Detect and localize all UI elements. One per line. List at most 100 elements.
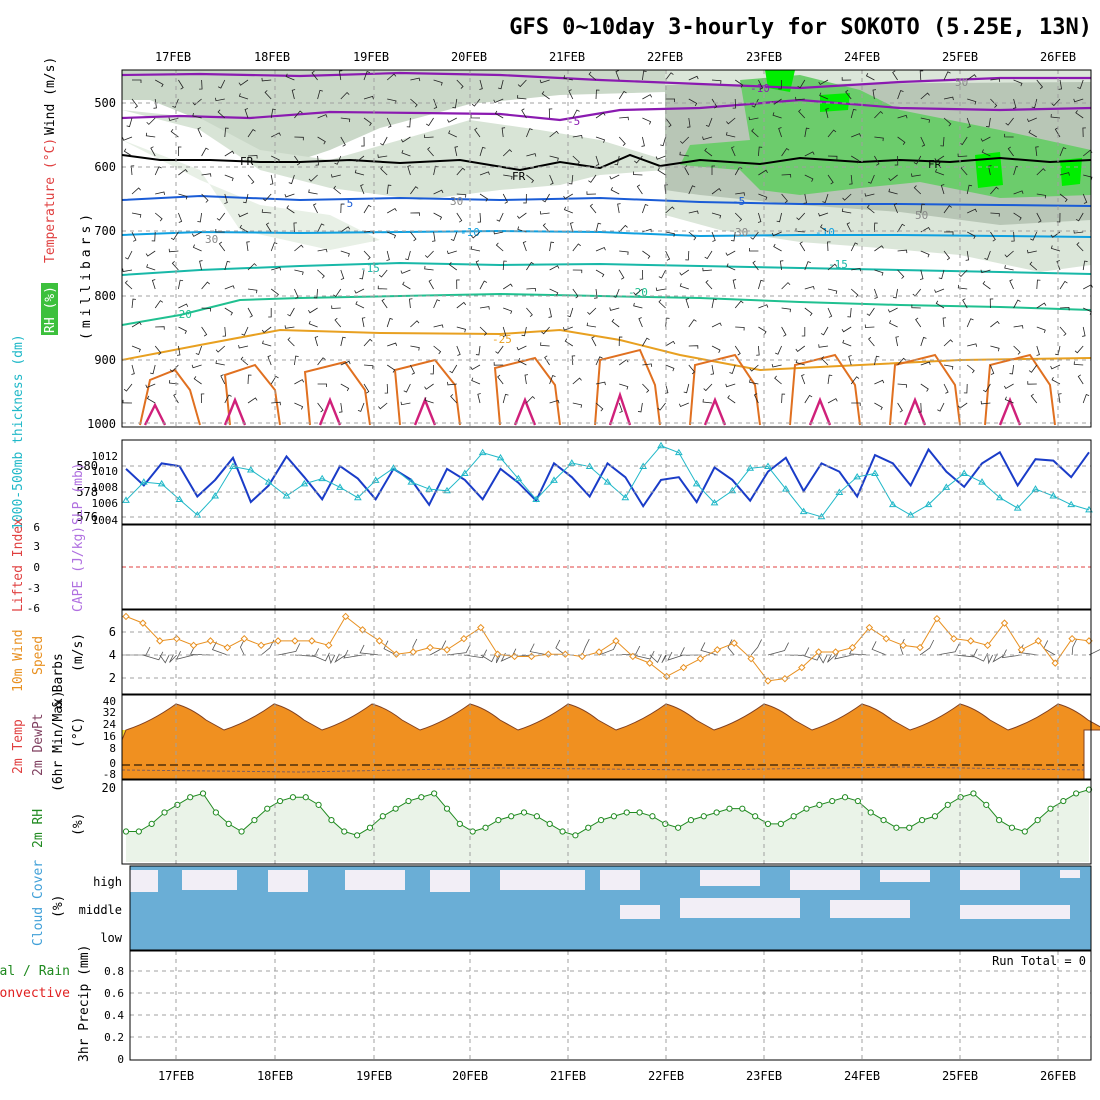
rh2m-point — [212, 809, 219, 816]
wind-barb — [801, 327, 806, 337]
wind-barb — [1035, 146, 1039, 157]
rh-legend-swatch — [41, 283, 58, 335]
wind-barb — [665, 364, 675, 372]
wind-barb — [386, 317, 393, 328]
wind-barb — [657, 402, 666, 411]
sounding-ylabel: RH (%) Temperature (°C) Wind (m/s) — [41, 57, 58, 335]
rh2m-point — [187, 794, 194, 801]
wind-barb — [340, 117, 351, 123]
wind-barb — [563, 193, 574, 200]
wind-barb — [201, 193, 209, 203]
wind-barb — [688, 231, 697, 241]
wind-barb — [1005, 117, 1014, 126]
wind-barb — [456, 301, 467, 309]
wind-barb — [825, 108, 829, 119]
wind-barb — [539, 79, 550, 84]
wind-barb — [456, 212, 463, 223]
wind-barb — [1030, 231, 1038, 241]
wind-barb — [642, 203, 649, 214]
wind-barb — [146, 395, 156, 404]
wind-barb — [1029, 261, 1038, 271]
wind-barb — [503, 174, 513, 180]
wind-barb — [178, 279, 184, 290]
wind-barb — [849, 174, 853, 185]
wind-barb — [897, 136, 906, 145]
wind-barb — [155, 79, 164, 88]
wind-barb — [632, 650, 655, 660]
wind-barb — [240, 356, 249, 366]
wind-barb — [688, 210, 699, 214]
wind-barb — [1004, 396, 1014, 404]
wind-barb — [943, 339, 953, 347]
wind-barb — [178, 146, 182, 156]
wind-barb — [1036, 193, 1047, 199]
wind-barb — [897, 249, 908, 254]
wind-barb — [1050, 364, 1061, 370]
wind-barb — [1030, 393, 1038, 404]
wind-barb — [197, 212, 202, 223]
wind-barb — [1075, 212, 1084, 222]
wind-barb — [241, 326, 249, 336]
contour-label: FR — [240, 155, 254, 168]
rh2m-point — [970, 790, 977, 797]
wind10m-tick: 4 — [109, 648, 116, 662]
wind-barb — [915, 317, 922, 328]
wind-barb — [871, 641, 887, 656]
wind10m-point — [798, 663, 806, 672]
rh2m-point — [238, 828, 245, 835]
rh2m-point — [829, 797, 836, 805]
y-tick-label: 800 — [94, 289, 116, 303]
wind-barb — [146, 117, 156, 125]
wind10m-point — [679, 663, 688, 672]
wind-barb — [874, 136, 884, 142]
rh2m-point — [623, 809, 630, 816]
wind-barb — [687, 117, 691, 128]
wind-barb — [609, 174, 620, 180]
wind-barb — [819, 92, 829, 100]
wind-barb — [424, 383, 434, 390]
wind-barb — [619, 250, 629, 255]
wind10m-point — [747, 654, 755, 663]
wind-barb — [967, 208, 977, 214]
wind-barb — [990, 364, 995, 375]
wind-barb — [586, 191, 597, 195]
wind-barb — [735, 192, 745, 196]
wind-barb — [199, 79, 203, 90]
horizontal-gridlines — [122, 102, 1091, 1038]
wind-barb — [224, 193, 228, 204]
slp-point — [550, 476, 558, 483]
wind-barb — [246, 241, 250, 252]
wind-barb — [380, 166, 388, 176]
wind-barb — [758, 169, 768, 176]
wind-barb — [980, 136, 991, 142]
wind-barb — [818, 79, 829, 86]
wind-barb — [294, 110, 303, 119]
panel-frames — [121, 69, 1092, 1061]
wind-barb — [191, 364, 202, 369]
wind-barb — [711, 345, 721, 353]
wind-barb — [176, 345, 181, 356]
wind-barb — [711, 298, 717, 309]
wind-barb — [409, 298, 413, 309]
frame — [121, 694, 1092, 780]
rh2m-point — [1034, 816, 1041, 824]
wind-barb — [201, 173, 212, 177]
wind-barb — [132, 79, 142, 83]
wind-barb — [966, 184, 973, 195]
thickness-tick: 576 — [76, 510, 98, 524]
wind-barb — [495, 242, 504, 252]
wind-barb — [479, 326, 488, 336]
bottom-date-label: 19FEB — [356, 1069, 392, 1083]
contour-label: -5 — [732, 195, 745, 208]
wind-barb — [571, 355, 576, 366]
wind10m-point — [1017, 646, 1026, 654]
wind-barb — [479, 306, 490, 310]
wind-barb — [664, 184, 668, 195]
precip-tick: 0 — [117, 1053, 124, 1066]
wind-barb — [655, 287, 666, 292]
rh2m-units: (%) — [71, 813, 86, 836]
rh2m-markers — [122, 786, 1093, 839]
thickness-tick: 580 — [76, 459, 98, 473]
wind-barb — [704, 250, 713, 260]
wind10m-markers — [122, 612, 1093, 685]
